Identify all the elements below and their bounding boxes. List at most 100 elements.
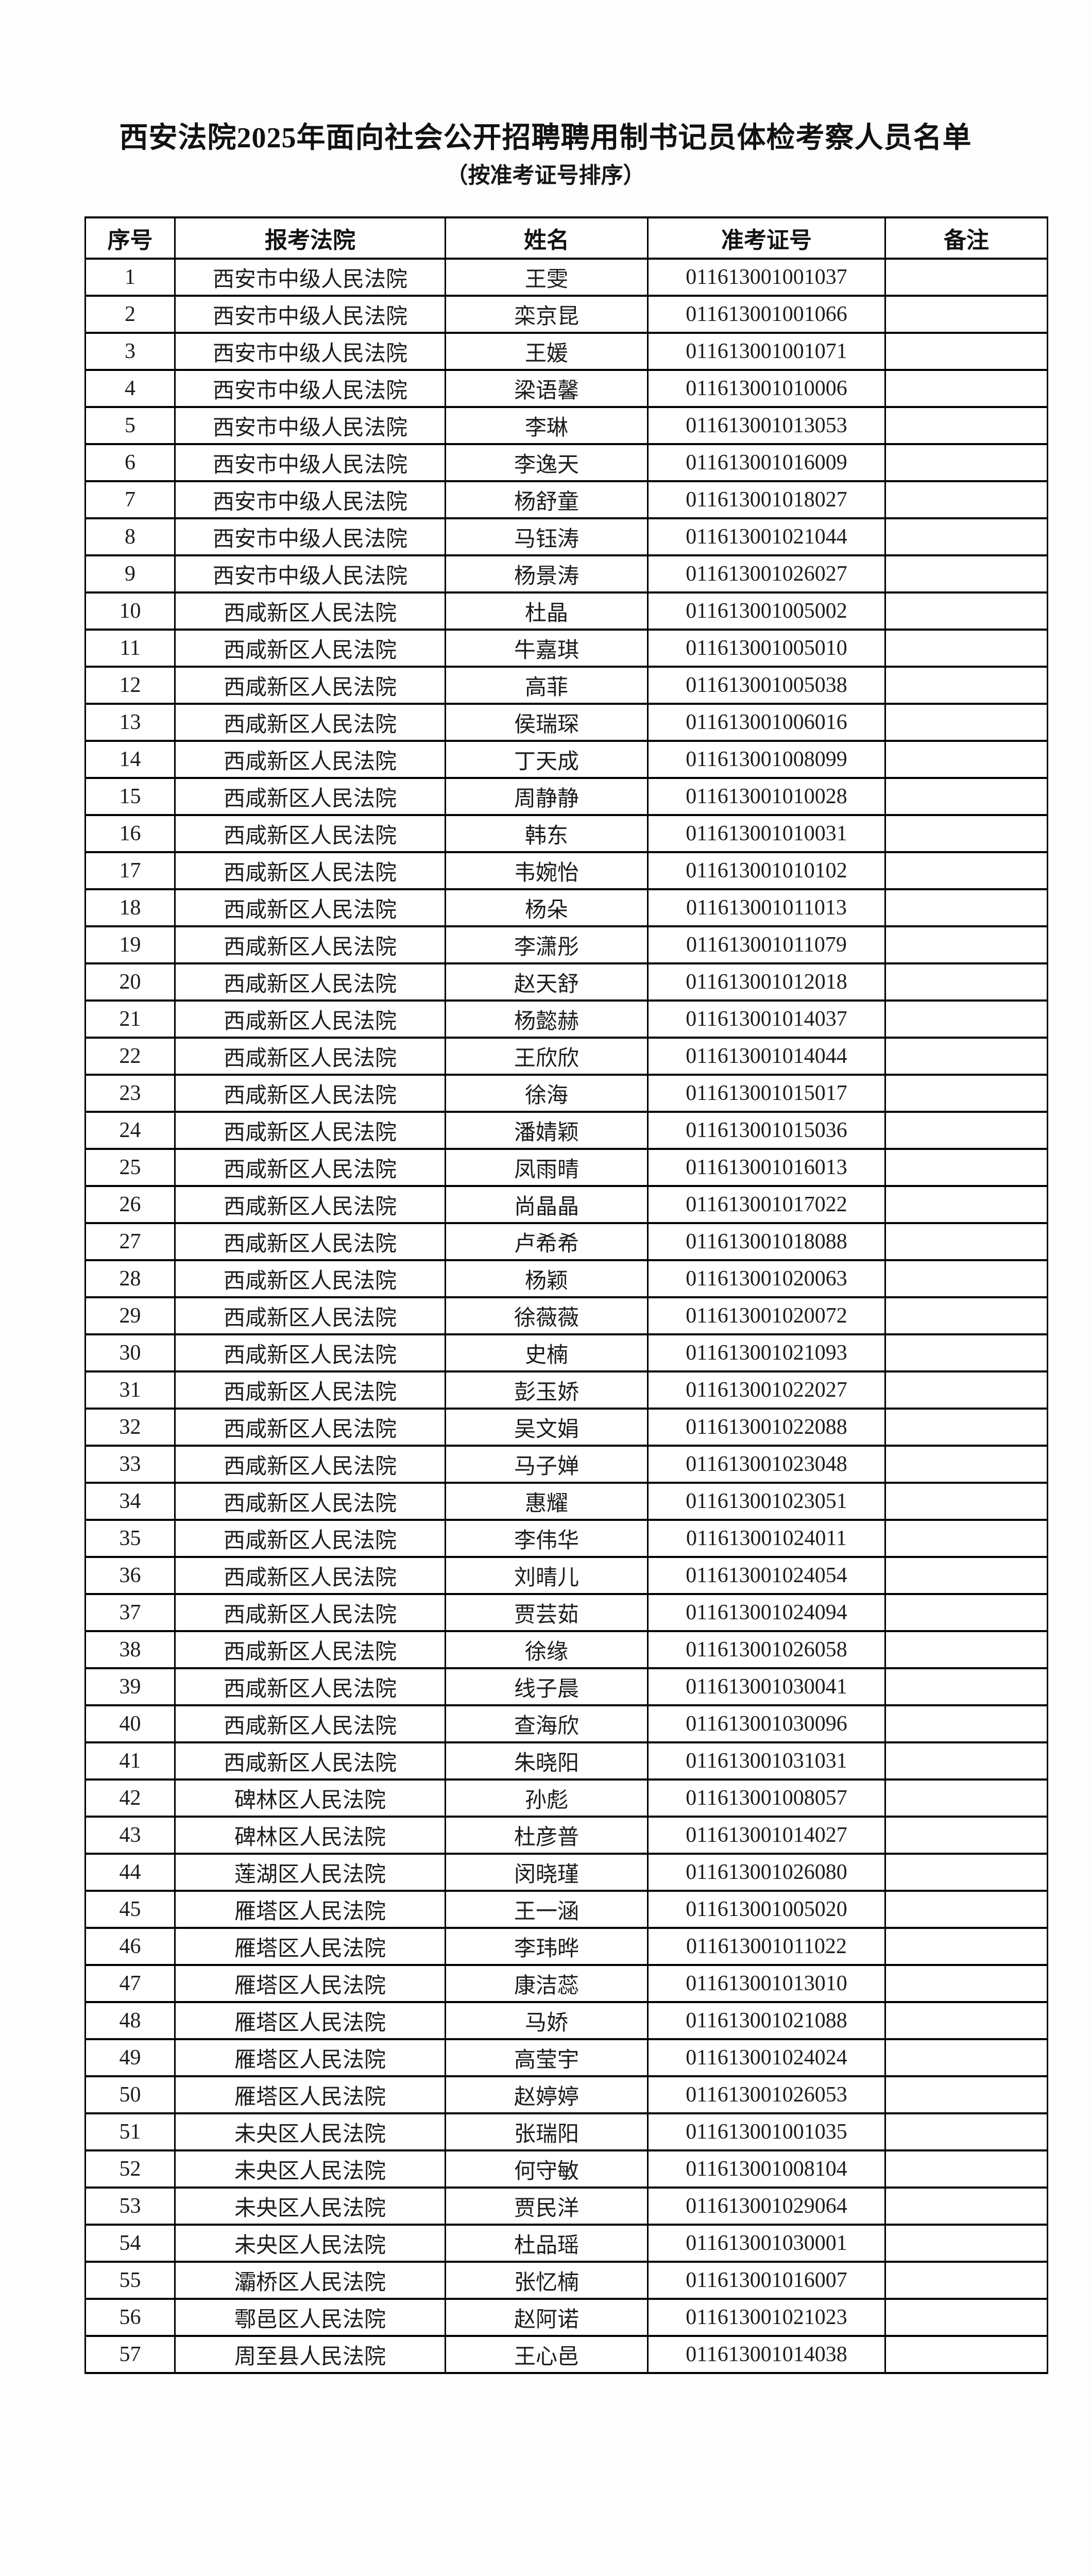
ticket-cell: 011613001026027 [647, 554, 886, 594]
name-cell: 张忆楠 [445, 2261, 649, 2300]
row-index-cell: 6 [84, 443, 176, 482]
name-cell: 梁语馨 [445, 369, 649, 408]
name-cell: 潘婧颖 [445, 1111, 649, 1150]
court-cell: 西安市中级人民法院 [174, 295, 446, 334]
row-index-cell: 17 [84, 851, 176, 890]
court-cell: 西安市中级人民法院 [174, 369, 446, 408]
name-cell: 丁天成 [445, 740, 649, 779]
name-cell: 卢希希 [445, 1222, 649, 1261]
name-cell: 康洁蕊 [445, 1964, 649, 2003]
table-row: 20 西咸新区人民法院 赵天舒 011613001012018 [84, 962, 1048, 1002]
name-cell: 惠耀 [445, 1482, 649, 1521]
name-cell: 何守敏 [445, 2149, 649, 2189]
row-index-cell: 42 [84, 1778, 176, 1818]
court-cell: 西咸新区人民法院 [174, 1185, 446, 1224]
remark-cell [884, 1593, 1048, 1632]
table-row: 55 灞桥区人民法院 张忆楠 011613001016007 [84, 2261, 1048, 2300]
remark-cell [884, 777, 1048, 816]
row-index-cell: 34 [84, 1482, 176, 1521]
name-cell: 刘晴儿 [445, 1556, 649, 1595]
row-index-cell: 4 [84, 369, 176, 408]
remark-cell [884, 2001, 1048, 2040]
table-row: 39 西咸新区人民法院 线子晨 011613001030041 [84, 1667, 1048, 1706]
ticket-cell: 011613001008099 [647, 740, 886, 779]
table-row: 1 西安市中级人民法院 王雯 011613001001037 [84, 258, 1048, 297]
court-cell: 西咸新区人民法院 [174, 1630, 446, 1669]
row-index-cell: 11 [84, 629, 176, 668]
ticket-cell: 011613001015017 [647, 1074, 886, 1113]
court-cell: 西咸新区人民法院 [174, 1296, 446, 1335]
row-index-cell: 47 [84, 1964, 176, 2003]
row-index-cell: 51 [84, 2112, 176, 2151]
row-index-cell: 32 [84, 1408, 176, 1447]
row-index-cell: 7 [84, 480, 176, 519]
name-cell: 吴文娟 [445, 1408, 649, 1447]
row-index-cell: 13 [84, 703, 176, 742]
table-row: 49 雁塔区人民法院 高莹宇 011613001024024 [84, 2038, 1048, 2077]
remark-cell [884, 2112, 1048, 2151]
table-row: 38 西咸新区人民法院 徐缘 011613001026058 [84, 1630, 1048, 1669]
remark-cell [884, 888, 1048, 927]
row-index-cell: 48 [84, 2001, 176, 2040]
ticket-cell: 011613001030041 [647, 1667, 886, 1706]
name-cell: 史楠 [445, 1333, 649, 1372]
name-cell: 高菲 [445, 666, 649, 705]
remark-cell [884, 1630, 1048, 1669]
row-index-cell: 29 [84, 1296, 176, 1335]
table-row: 9 西安市中级人民法院 杨景涛 011613001026027 [84, 554, 1048, 594]
court-cell: 西安市中级人民法院 [174, 258, 446, 297]
row-index-cell: 15 [84, 777, 176, 816]
ticket-cell: 011613001014027 [647, 1816, 886, 1855]
ticket-cell: 011613001001037 [647, 258, 886, 297]
remark-cell [884, 703, 1048, 742]
remark-cell [884, 1445, 1048, 1484]
name-cell: 杨舒童 [445, 480, 649, 519]
ticket-cell: 011613001010102 [647, 851, 886, 890]
remark-cell [884, 814, 1048, 853]
remark-cell [884, 517, 1048, 556]
table-row: 24 西咸新区人民法院 潘婧颖 011613001015036 [84, 1111, 1048, 1150]
row-index-cell: 41 [84, 1741, 176, 1781]
court-cell: 西咸新区人民法院 [174, 1333, 446, 1372]
court-cell: 未央区人民法院 [174, 2149, 446, 2189]
name-cell: 徐薇薇 [445, 1296, 649, 1335]
row-index-cell: 30 [84, 1333, 176, 1372]
name-cell: 朱晓阳 [445, 1741, 649, 1781]
row-index-cell: 16 [84, 814, 176, 853]
name-cell: 王心邑 [445, 2335, 649, 2374]
name-cell: 杨朵 [445, 888, 649, 927]
court-cell: 西咸新区人民法院 [174, 1148, 446, 1187]
row-index-cell: 40 [84, 1704, 176, 1743]
name-cell: 马娇 [445, 2001, 649, 2040]
remark-cell [884, 1296, 1048, 1335]
ticket-cell: 011613001030096 [647, 1704, 886, 1743]
name-cell: 王媛 [445, 332, 649, 371]
ticket-cell: 011613001016007 [647, 2261, 886, 2300]
name-cell: 马子婵 [445, 1445, 649, 1484]
court-cell: 西咸新区人民法院 [174, 1741, 446, 1781]
court-cell: 雁塔区人民法院 [174, 2001, 446, 2040]
remark-cell [884, 1259, 1048, 1298]
row-index-cell: 54 [84, 2224, 176, 2263]
name-cell: 赵婷婷 [445, 2075, 649, 2114]
ticket-cell: 011613001026058 [647, 1630, 886, 1669]
ticket-cell: 011613001021093 [647, 1333, 886, 1372]
table-row: 13 西咸新区人民法院 侯瑞琛 011613001006016 [84, 703, 1048, 742]
row-index-cell: 35 [84, 1519, 176, 1558]
ticket-cell: 011613001010006 [647, 369, 886, 408]
court-cell: 西咸新区人民法院 [174, 1259, 446, 1298]
row-index-cell: 38 [84, 1630, 176, 1669]
name-cell: 孙彪 [445, 1778, 649, 1818]
table-row: 30 西咸新区人民法院 史楠 011613001021093 [84, 1333, 1048, 1372]
table-row: 45 雁塔区人民法院 王一涵 011613001005020 [84, 1890, 1048, 1929]
court-cell: 西咸新区人民法院 [174, 1704, 446, 1743]
remark-cell [884, 258, 1048, 297]
col-header-court: 报考法院 [174, 216, 446, 260]
table-row: 31 西咸新区人民法院 彭玉娇 011613001022027 [84, 1370, 1048, 1410]
court-cell: 雁塔区人民法院 [174, 1890, 446, 1929]
remark-cell [884, 1185, 1048, 1224]
ticket-cell: 011613001029064 [647, 2187, 886, 2226]
row-index-cell: 1 [84, 258, 176, 297]
table-row: 44 莲湖区人民法院 闵晓瑾 011613001026080 [84, 1853, 1048, 1892]
table-row: 40 西咸新区人民法院 查海欣 011613001030096 [84, 1704, 1048, 1743]
